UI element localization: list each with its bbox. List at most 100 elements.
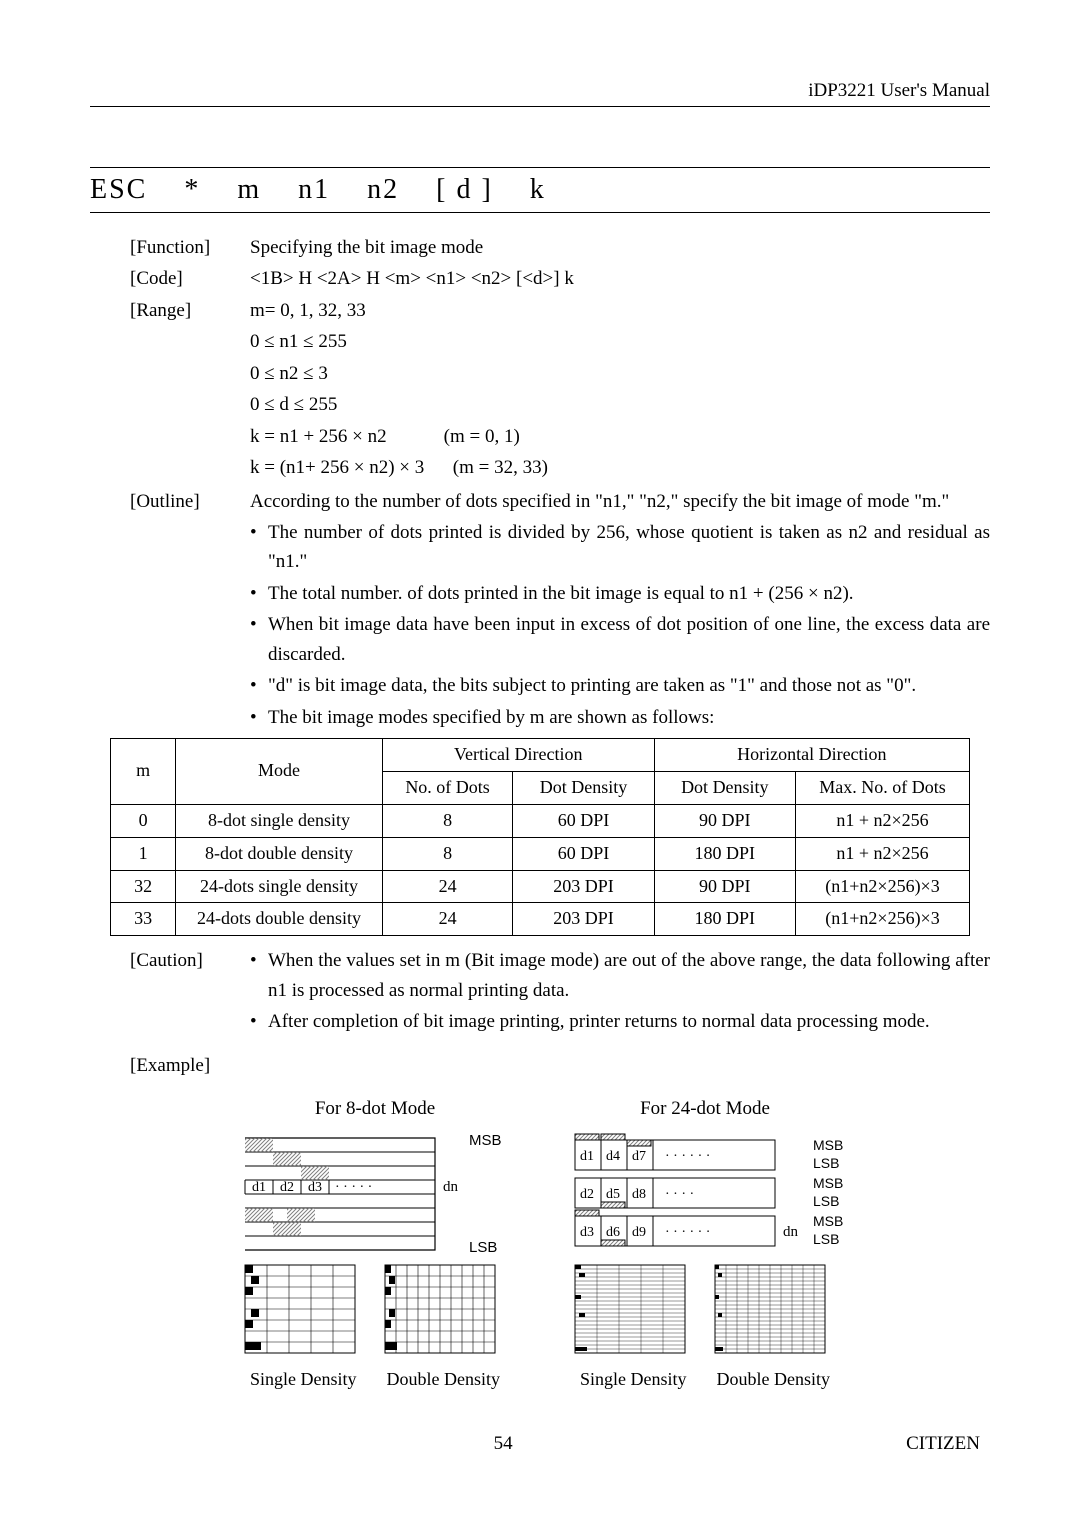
caution-label: [Caution]	[130, 946, 250, 1005]
svg-text:d7: d7	[632, 1149, 646, 1164]
outline-b0: The number of dots printed is divided by…	[268, 518, 990, 577]
cell: 203 DPI	[513, 903, 654, 936]
cmd-part-star: *	[184, 174, 200, 205]
cell: 0	[111, 804, 176, 837]
diagram-8dot: For 8-dot Mode	[235, 1094, 515, 1393]
caption-double-24: Double Density	[717, 1366, 830, 1394]
footer-brand: CITIZEN	[906, 1433, 980, 1455]
th-m: m	[111, 739, 176, 805]
diag-24-bottom-svg	[565, 1260, 845, 1360]
cell: 8	[382, 804, 512, 837]
page-number: 54	[494, 1433, 513, 1455]
cell: 203 DPI	[513, 870, 654, 903]
th-max: Max. No. of Dots	[795, 771, 969, 804]
cell: 8-dot double density	[176, 837, 383, 870]
table-row: 33 24-dots double density 24 203 DPI 180…	[111, 903, 970, 936]
cell: 24-dots single density	[176, 870, 383, 903]
diag-8-bottom-svg	[235, 1260, 515, 1360]
th-ndots: No. of Dots	[382, 771, 512, 804]
bullet-dot: •	[250, 518, 268, 577]
outline-b4: The bit image modes specified by m are s…	[268, 703, 990, 732]
table-row: 0 8-dot single density 8 60 DPI 90 DPI n…	[111, 804, 970, 837]
outline-b1: The total number. of dots printed in the…	[268, 579, 990, 608]
outline-intro: According to the number of dots specifie…	[250, 487, 990, 516]
command-title: ESC * m n1 n2 [ d ] k	[90, 167, 990, 213]
caution-b1: After completion of bit image printing, …	[268, 1007, 990, 1036]
cell: 32	[111, 870, 176, 903]
cell: 60 DPI	[513, 837, 654, 870]
cell: 24	[382, 870, 512, 903]
svg-text:dn: dn	[783, 1224, 799, 1240]
th-horiz: Horizontal Direction	[654, 739, 969, 772]
svg-text:MSB: MSB	[813, 1137, 843, 1153]
caution-b0: When the values set in m (Bit image mode…	[268, 946, 990, 1005]
cmd-part-n1: n1	[298, 174, 330, 205]
cell: 33	[111, 903, 176, 936]
svg-text:d2: d2	[280, 1180, 294, 1195]
cell: 8	[382, 837, 512, 870]
range-label: [Range]	[130, 296, 250, 325]
svg-text:d5: d5	[606, 1187, 620, 1202]
diag-24-top-svg: d1 d4 d7 d2 d5 d8 d3 d6 d9 · · · · · · ·…	[565, 1130, 865, 1260]
caption-double: Double Density	[387, 1366, 500, 1394]
range-line-4: k = n1 + 256 × n2 (m = 0, 1)	[250, 422, 990, 451]
diagram-24dot: For 24-dot Mode	[565, 1094, 845, 1393]
caption-single: Single Density	[250, 1366, 357, 1394]
cell: 24-dots double density	[176, 903, 383, 936]
cell: (n1+n2×256)×3	[795, 870, 969, 903]
mode-table: m Mode Vertical Direction Horizontal Dir…	[110, 738, 970, 936]
code-text: <1B> H <2A> H <m> <n1> <n2> [<d>] k	[250, 264, 990, 293]
bullet-dot: •	[250, 703, 268, 732]
range-line-1: 0 ≤ n1 ≤ 255	[250, 327, 990, 356]
cell: 1	[111, 837, 176, 870]
svg-text:MSB: MSB	[813, 1175, 843, 1191]
outline-b2: When bit image data have been input in e…	[268, 610, 990, 669]
cell: 90 DPI	[654, 804, 795, 837]
cell: 60 DPI	[513, 804, 654, 837]
function-text: Specifying the bit image mode	[250, 233, 990, 262]
svg-text:MSB: MSB	[813, 1213, 843, 1229]
range-line-0: m= 0, 1, 32, 33	[250, 296, 990, 325]
range-line-2: 0 ≤ n2 ≤ 3	[250, 359, 990, 388]
cmd-part-esc: ESC	[90, 174, 147, 205]
svg-text:LSB: LSB	[813, 1155, 839, 1171]
svg-text:LSB: LSB	[813, 1231, 839, 1247]
range-line-3: 0 ≤ d ≤ 255	[250, 390, 990, 419]
diag-8-title: For 8-dot Mode	[235, 1094, 515, 1123]
bullet-dot: •	[250, 1007, 268, 1036]
outline-label: [Outline]	[130, 487, 250, 516]
cell: n1 + n2×256	[795, 804, 969, 837]
svg-text:d8: d8	[632, 1187, 646, 1202]
example-label: [Example]	[130, 1051, 250, 1080]
cmd-part-d: [ d ]	[436, 174, 493, 205]
cmd-part-n2: n2	[367, 174, 399, 205]
cell: 180 DPI	[654, 903, 795, 936]
svg-text:LSB: LSB	[813, 1193, 839, 1209]
th-vdens: Dot Density	[513, 771, 654, 804]
cell: 180 DPI	[654, 837, 795, 870]
outline-b3: "d" is bit image data, the bits subject …	[268, 671, 990, 700]
diag-8-top-svg: d1 d2 d3 · · · · · dn MSB LSB	[235, 1130, 515, 1260]
svg-text:· · · · · ·: · · · · · ·	[665, 1149, 710, 1164]
caption-single-24: Single Density	[580, 1366, 687, 1394]
table-row: 32 24-dots single density 24 203 DPI 90 …	[111, 870, 970, 903]
cell: (n1+n2×256)×3	[795, 903, 969, 936]
cell: n1 + n2×256	[795, 837, 969, 870]
svg-text:d9: d9	[632, 1225, 646, 1240]
svg-text:d4: d4	[606, 1149, 620, 1164]
svg-text:d3: d3	[580, 1225, 594, 1240]
th-hdens: Dot Density	[654, 771, 795, 804]
svg-text:d3: d3	[308, 1180, 322, 1195]
svg-text:· · · · · ·: · · · · · ·	[665, 1225, 710, 1240]
header-manual-title: iDP3221 User's Manual	[90, 80, 990, 107]
cell: 8-dot single density	[176, 804, 383, 837]
svg-text:d2: d2	[580, 1187, 594, 1202]
cmd-part-k: k	[530, 174, 546, 205]
svg-text:dn: dn	[443, 1179, 459, 1195]
diag-24-title: For 24-dot Mode	[565, 1094, 845, 1123]
bullet-dot: •	[250, 610, 268, 669]
svg-text:d1: d1	[580, 1149, 594, 1164]
svg-text:· · · ·: · · · ·	[665, 1187, 694, 1202]
table-row: 1 8-dot double density 8 60 DPI 180 DPI …	[111, 837, 970, 870]
th-vert: Vertical Direction	[382, 739, 654, 772]
